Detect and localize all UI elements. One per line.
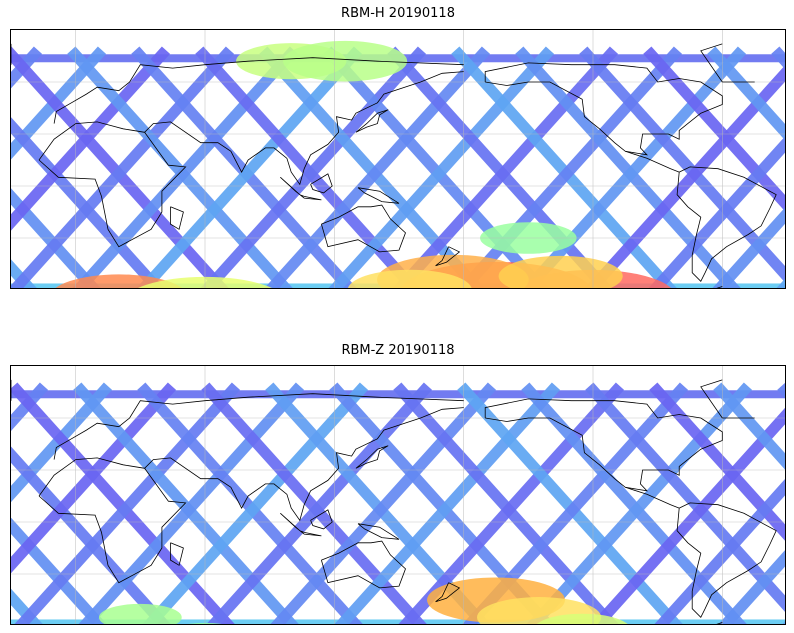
swath-tracks (11, 46, 785, 288)
coastline (38, 121, 187, 248)
coastline (310, 509, 333, 530)
coastline (716, 622, 723, 624)
swath-track (11, 46, 107, 160)
swath-track (11, 46, 171, 231)
swath-track (11, 46, 235, 288)
coastline (53, 393, 464, 460)
coastline (435, 246, 461, 267)
coastline (11, 379, 755, 419)
map-panel-top (10, 29, 786, 289)
swath-track (11, 446, 171, 624)
flux-hotspot (98, 603, 182, 624)
swath-track (11, 117, 165, 288)
swath-track (11, 382, 113, 503)
coastline (357, 523, 400, 540)
swath-track (707, 46, 785, 141)
coastline (625, 150, 680, 173)
coastlines (11, 43, 777, 288)
swath-track (718, 550, 785, 624)
flux-hotspot (498, 255, 623, 288)
coastline (355, 109, 389, 133)
swath-track (200, 46, 427, 288)
swath-track (72, 46, 299, 288)
swath-track (648, 136, 785, 288)
coastline (355, 445, 389, 469)
coastline (170, 206, 184, 230)
coastline (435, 582, 461, 603)
coastline (144, 407, 464, 522)
coastline (716, 286, 723, 288)
coastline (484, 398, 723, 492)
coastline (38, 457, 187, 584)
flux-hotspot (283, 40, 408, 82)
swath-track (142, 382, 369, 624)
map-svg (11, 366, 785, 624)
coastline (170, 542, 184, 566)
coastline (676, 502, 777, 618)
swath-track (11, 382, 49, 432)
swath-track (712, 207, 785, 288)
swath-track (776, 278, 785, 288)
coastline (280, 177, 322, 201)
swath-track (782, 621, 785, 624)
swath-track (584, 65, 785, 288)
swath-track (11, 46, 43, 89)
swath-track (206, 382, 433, 624)
swath-track (590, 407, 785, 624)
coastline (53, 57, 464, 124)
swath-track (264, 46, 491, 288)
map-svg (11, 30, 785, 288)
swath-track (456, 46, 683, 288)
swath-track (11, 382, 177, 574)
coastline (144, 71, 464, 186)
swath-track (270, 382, 497, 624)
coastline (11, 43, 755, 83)
panel-title-bottom: RBM-Z 20190118 (341, 343, 455, 358)
coastline (484, 62, 723, 156)
swath-track (136, 46, 363, 288)
gridlines (11, 366, 785, 624)
swath-track (777, 382, 785, 399)
coastline (357, 187, 400, 204)
map-panel-bottom (10, 365, 786, 625)
coastlines (11, 379, 777, 624)
flux-hotspot (536, 613, 628, 624)
swath-track (11, 517, 107, 624)
swath-track (14, 382, 241, 624)
coastline (625, 486, 680, 509)
swath-track (526, 382, 753, 624)
swath-track (78, 382, 305, 624)
panel-title-top: RBM-H 20190118 (341, 6, 455, 21)
coastline (676, 166, 777, 282)
swath-track (334, 382, 561, 624)
swath-track (771, 46, 785, 70)
flux-hotspot (348, 269, 472, 288)
swath-track (713, 382, 785, 470)
coastline (280, 513, 322, 537)
coastline (321, 540, 406, 589)
swath-track (11, 188, 101, 288)
coastline (321, 204, 406, 253)
swath-track (520, 46, 747, 288)
swath-track (328, 46, 555, 288)
coastline (310, 173, 333, 194)
swath-track (392, 46, 619, 288)
swath-band-south (11, 619, 785, 624)
swath-track (11, 259, 37, 288)
